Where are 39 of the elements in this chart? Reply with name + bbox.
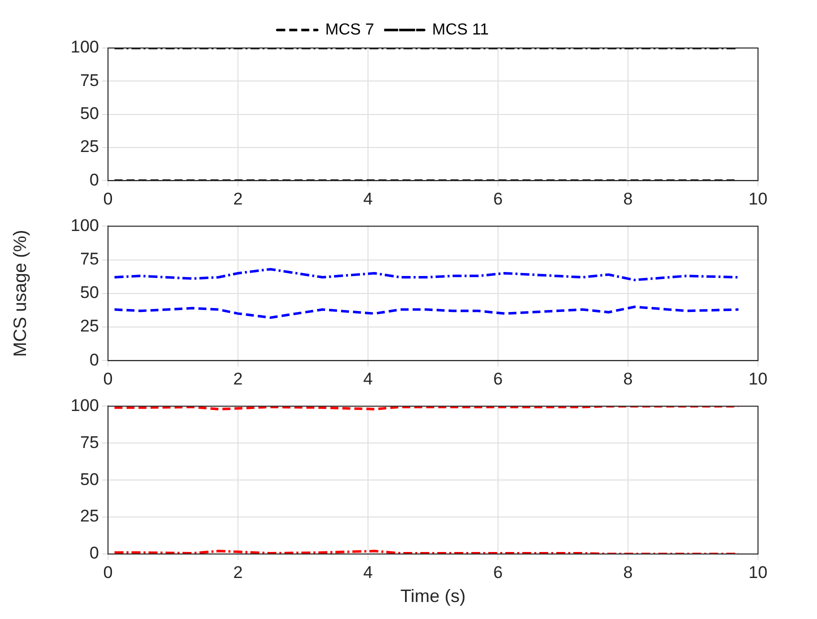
y-tick-label: 0 — [90, 350, 99, 370]
y-tick-label: 100 — [70, 396, 99, 415]
y-tick-label: 75 — [80, 432, 99, 452]
x-tick-label: 8 — [623, 562, 633, 582]
x-tick-label: 4 — [363, 369, 373, 388]
x-tick-label: 10 — [748, 189, 768, 208]
line-series — [113, 268, 740, 282]
x-tick-label: 0 — [103, 369, 113, 388]
y-tick-label: 25 — [80, 316, 99, 336]
y-tick-label: 100 — [70, 216, 99, 235]
y-tick-label: 0 — [90, 170, 99, 190]
x-tick-label: 0 — [103, 562, 113, 582]
y-tick-label: 25 — [80, 506, 99, 526]
x-tick-label: 2 — [233, 189, 243, 208]
x-tick-label: 4 — [363, 189, 373, 208]
y-tick-label: 75 — [80, 249, 99, 268]
y-tick-label: 50 — [80, 283, 99, 302]
y-tick-label: 100 — [70, 38, 99, 57]
x-tick-label: 10 — [748, 369, 768, 388]
x-tick-label: 2 — [233, 369, 243, 388]
y-tick-label: 0 — [90, 544, 99, 563]
x-tick-label: 8 — [623, 369, 633, 388]
x-tick-label: 0 — [103, 189, 113, 208]
y-tick-label: 25 — [80, 137, 99, 156]
y-tick-label: 75 — [80, 70, 99, 90]
x-tick-label: 6 — [493, 562, 503, 582]
x-tick-label: 6 — [493, 369, 503, 388]
x-axis-title: Time (s) — [400, 586, 466, 606]
legend-label: MCS 7 — [325, 21, 374, 38]
x-tick-label: 8 — [623, 189, 633, 208]
legend-label: MCS 11 — [432, 21, 489, 38]
y-tick-label: 50 — [80, 470, 99, 489]
y-tick-label: 50 — [80, 104, 99, 123]
y-axis-title: MCS usage (%) — [10, 230, 30, 357]
line-series — [113, 306, 740, 319]
x-tick-label: 6 — [493, 189, 503, 208]
x-tick-label: 10 — [748, 562, 768, 582]
x-tick-label: 4 — [363, 562, 373, 582]
x-tick-label: 2 — [233, 562, 243, 582]
